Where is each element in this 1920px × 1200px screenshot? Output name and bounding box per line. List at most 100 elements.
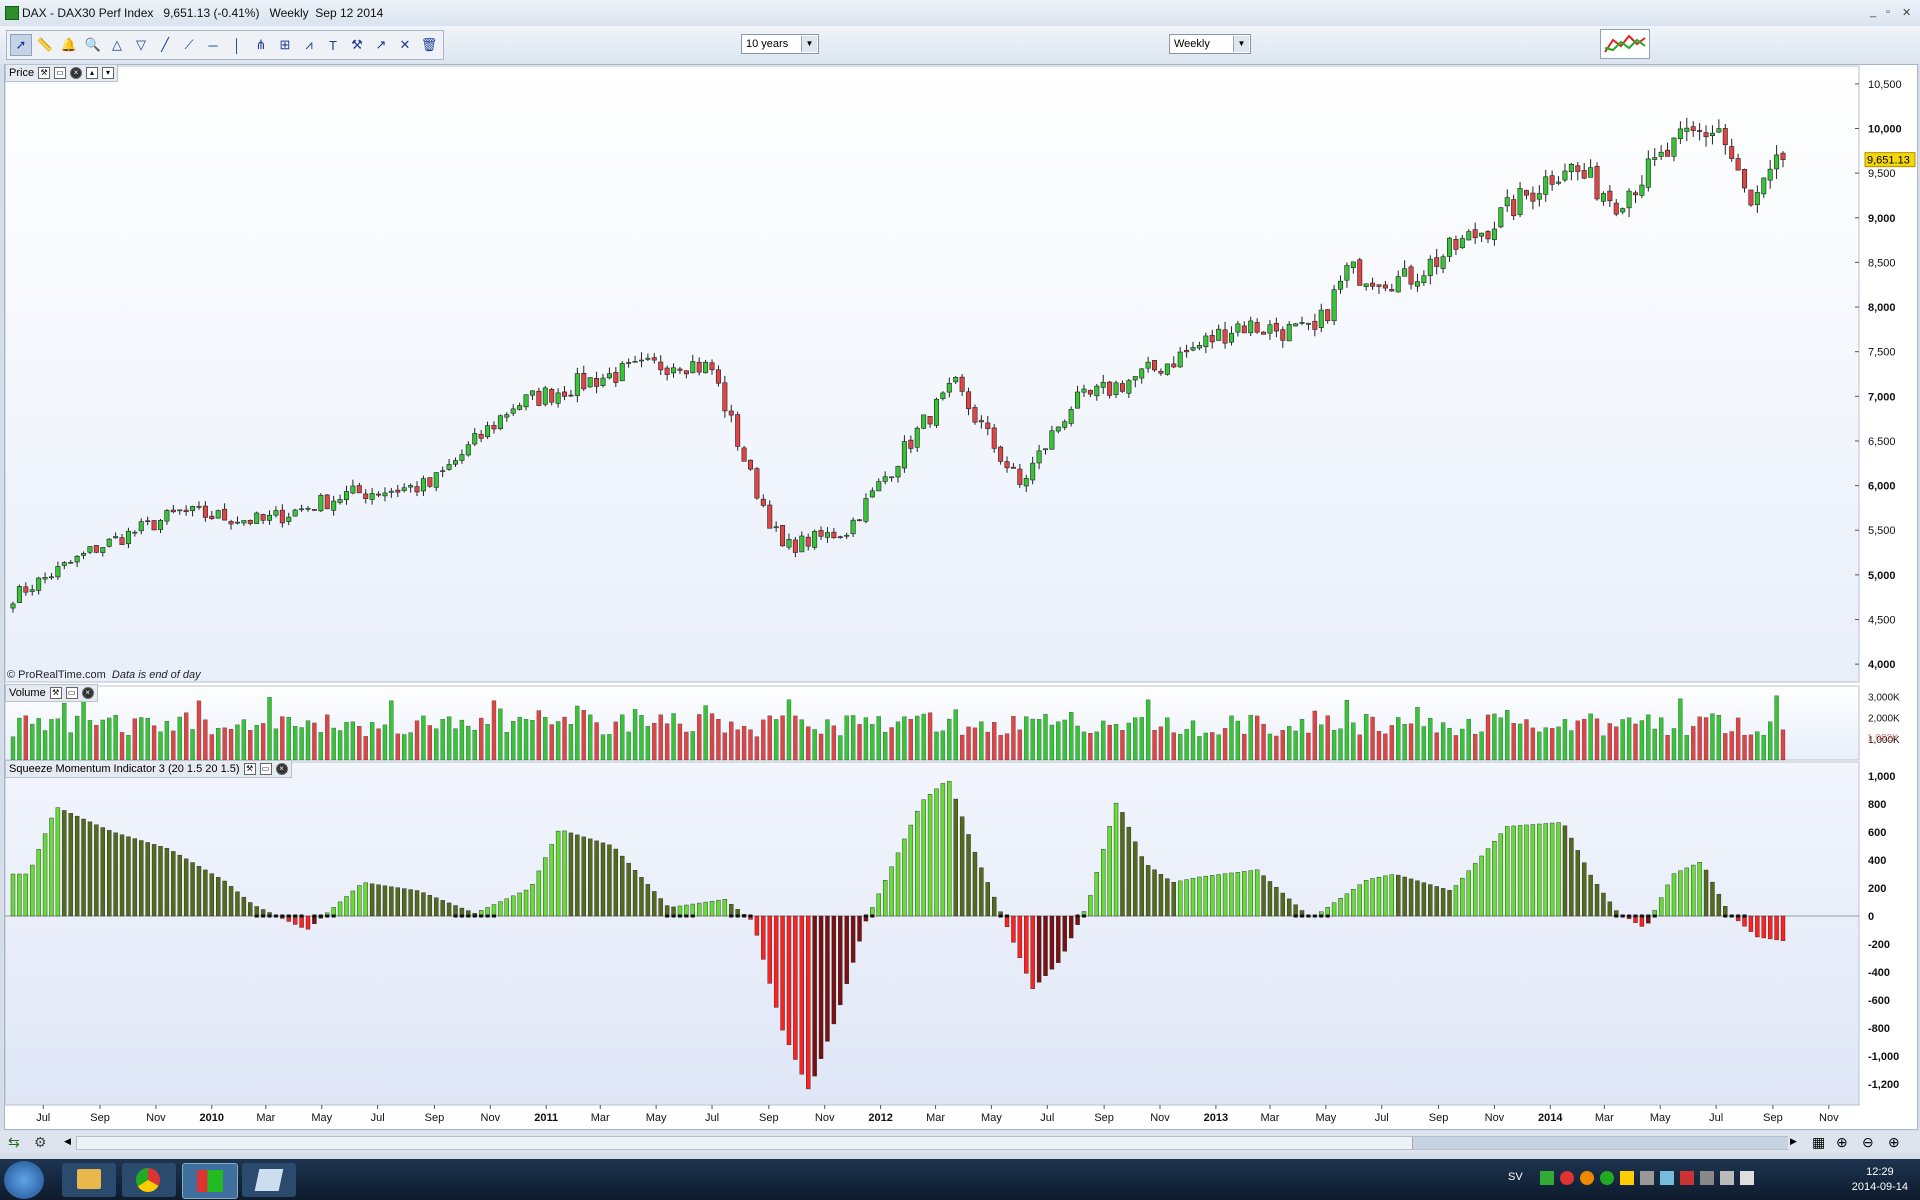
momentum-bar [729,904,734,917]
taskbar-app[interactable] [242,1163,296,1197]
close-icon[interactable]: × [70,67,83,79]
zoom-out-icon[interactable]: ⊖ [1862,1134,1874,1150]
price-candle [1735,158,1741,171]
horizontal-line-icon[interactable]: ─ [208,37,218,53]
momentum-bar [517,892,522,917]
minimize-button[interactable]: _ [1870,6,1877,18]
arrow-up-icon[interactable]: ↗ [375,37,387,52]
scroll-left-arrow[interactable]: ◀ [64,1136,71,1146]
tray-icon[interactable] [1540,1171,1554,1185]
tray-icon[interactable] [1560,1171,1574,1185]
volume-bar [543,717,548,761]
wrench-icon[interactable]: ⚒ [38,67,51,79]
momentum-bar [838,915,843,1006]
scrollbar-thumb[interactable] [1412,1137,1788,1149]
close-icon[interactable]: × [81,687,94,699]
chevron-down-icon[interactable]: ▼ [801,36,817,52]
pointer-icon[interactable]: ➚ [10,34,32,56]
volume-bar [440,719,445,761]
move-down-icon[interactable]: ▾ [102,67,115,79]
clock[interactable]: 12:29 2014-09-14 [1852,1165,1908,1195]
network-icon[interactable] [1720,1171,1734,1185]
volume-bar [722,732,727,761]
squeeze-dot [1325,914,1330,918]
momentum-bar [793,915,798,1060]
window-icon[interactable]: ▭ [259,763,272,775]
regression-icon[interactable]: ⩘ [305,37,313,52]
price-axis-label: 10,000 [1868,123,1902,135]
close-button[interactable]: ✕ [1902,7,1912,19]
ruler-icon[interactable]: 📏 [36,37,54,52]
tray-icon[interactable] [1660,1171,1674,1185]
zoom-fit-icon[interactable]: ⊕ [1836,1134,1848,1150]
tray-icon[interactable] [1580,1171,1594,1185]
price-candle [510,408,516,414]
settings-icon[interactable]: ⚙ [34,1134,47,1150]
squeeze-dot [318,914,323,918]
volume-bar [402,734,407,761]
volume-bar [1383,733,1388,761]
momentum-bar [1671,873,1677,917]
chart-style-button[interactable] [1600,29,1650,59]
chart-area[interactable]: 4,000 4,500 5,000 5,500 6,000 6,500 7,000 7,500… [4,64,1918,1130]
language-indicator[interactable]: SV [1508,1171,1523,1183]
price-axis-label: 4,500 [1868,615,1896,627]
vertical-line-icon[interactable]: │ [232,37,242,53]
window-icon[interactable]: ▭ [54,67,67,79]
tray-icon[interactable] [1680,1171,1694,1185]
price-candle [113,536,119,539]
momentum-bar [421,892,426,917]
volume-icon[interactable] [1740,1171,1754,1185]
wrench-icon[interactable]: ⚒ [243,763,256,775]
taskbar-explorer[interactable] [62,1163,116,1197]
time-axis-label: Sep [1429,1112,1449,1124]
trash-icon[interactable]: 🗑 [420,37,438,52]
momentum-bar [126,836,131,917]
flag-icon[interactable] [1700,1171,1714,1185]
start-button[interactable] [4,1161,44,1199]
text-icon[interactable]: T [329,37,337,53]
chevron-down-icon[interactable]: ▼ [1233,36,1249,52]
current-price-tag: 9,651.13 [1867,155,1910,167]
volume-bar [1652,728,1657,761]
grid-icon[interactable]: ▦ [1812,1134,1826,1150]
momentum-bar [357,885,362,917]
momentum-bar [799,915,805,1075]
tray-icon[interactable] [1600,1171,1614,1185]
ray-icon[interactable]: ⟋ [184,37,194,52]
price-candle [972,407,978,423]
momentum-bar [113,832,118,917]
price-candle [1523,190,1529,196]
tray-icon[interactable] [1620,1171,1634,1185]
gann-icon[interactable]: ⊞ [279,37,291,52]
scroll-right-arrow[interactable]: ▶ [1790,1136,1797,1146]
taskbar-prorealtime[interactable] [182,1163,238,1199]
close-icon[interactable]: × [275,763,288,775]
hammer-icon[interactable]: ⚒ [351,37,363,52]
momentum-bar [1004,915,1010,928]
andrews-pitchfork-icon[interactable]: ⋔ [255,37,267,52]
alert-bell-icon[interactable]: 🔔 [60,37,78,52]
volume-bar [1126,722,1132,761]
taskbar-chrome[interactable] [122,1163,176,1197]
fibonacci-icon[interactable]: △ [112,37,122,52]
period-select[interactable]: 10 years ▼ [741,34,819,54]
price-candle [1427,258,1433,276]
zoom-in-icon[interactable]: ⊕ [1888,1134,1900,1150]
channel-icon[interactable]: ▽ [136,37,146,52]
tray-icon[interactable] [1640,1171,1654,1185]
magnifier-icon[interactable]: 🔍 [84,37,102,52]
momentum-bar [991,896,997,917]
wrench-icon[interactable]: ⚒ [49,687,62,699]
interval-select[interactable]: Weekly ▼ [1169,34,1251,54]
move-up-icon[interactable]: ▴ [86,67,99,79]
scrollbar-track[interactable] [76,1136,1788,1150]
momentum-bar [491,904,497,917]
volume-bar [998,734,1003,761]
price-candle [1549,175,1555,185]
trend-line-icon[interactable]: ╱ [161,37,169,52]
arrow-cross-icon[interactable]: ✕ [399,37,411,52]
navigate-icon[interactable]: ⇆ [8,1134,20,1150]
window-icon[interactable]: ▭ [65,687,78,699]
restore-button[interactable]: ▫ [1886,6,1890,18]
